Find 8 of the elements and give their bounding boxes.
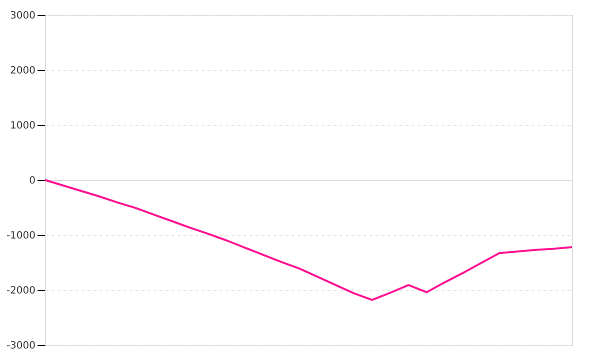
- y-tick-label: -2000: [6, 286, 36, 296]
- y-tick-label: 1000: [10, 120, 36, 132]
- y-tick-label: 3000: [10, 10, 36, 22]
- y-tick-label: -1000: [6, 230, 36, 242]
- y-tick-label: -3000: [6, 340, 36, 352]
- y-tick-label: 0: [29, 176, 36, 186]
- y-tick-label: 2000: [10, 66, 36, 76]
- line-series: [44, 179, 573, 301]
